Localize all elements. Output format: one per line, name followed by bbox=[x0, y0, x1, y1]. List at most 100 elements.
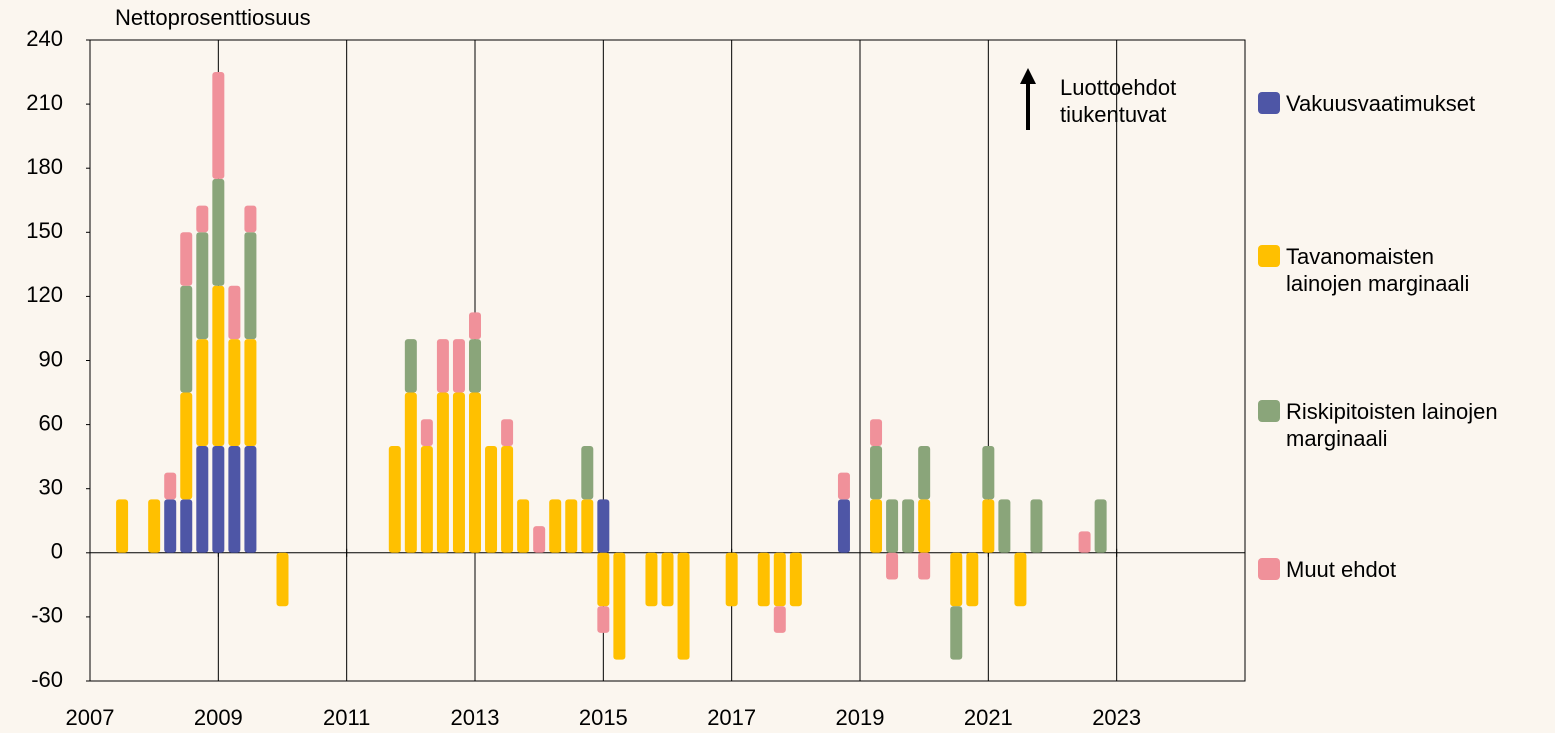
bar-segment bbox=[1014, 552, 1027, 607]
bar-segment bbox=[549, 499, 562, 553]
bar-segment bbox=[196, 232, 209, 340]
bar-segment bbox=[212, 445, 225, 553]
bar-segment bbox=[966, 552, 979, 607]
bar-segment bbox=[501, 445, 514, 553]
bar-segment bbox=[918, 499, 931, 553]
bar-segment bbox=[1078, 531, 1091, 553]
legend-label: Riskipitoisten lainojen marginaali bbox=[1286, 399, 1498, 451]
bar-segment bbox=[420, 445, 433, 553]
x-tick-label: 2017 bbox=[707, 705, 756, 730]
y-tick-label: -30 bbox=[31, 603, 63, 628]
bar-segment bbox=[244, 205, 257, 233]
x-tick-label: 2011 bbox=[323, 705, 370, 730]
bar-segment bbox=[388, 445, 401, 553]
bar-segment bbox=[469, 392, 481, 553]
bar-segment bbox=[212, 285, 225, 446]
y-tick-label: 240 bbox=[26, 26, 63, 51]
bar-segment bbox=[244, 339, 257, 446]
bar-segment bbox=[1094, 499, 1107, 553]
bar-segment bbox=[902, 499, 915, 553]
bar-segment bbox=[613, 552, 626, 660]
bar-segment bbox=[581, 499, 594, 553]
bar-segment bbox=[164, 472, 177, 500]
bar-segment bbox=[886, 552, 899, 580]
bar-segment bbox=[276, 552, 289, 607]
x-tick-label: 2023 bbox=[1092, 705, 1141, 730]
legend-swatch bbox=[1258, 92, 1280, 114]
bar-segment bbox=[228, 445, 241, 553]
bar-segment bbox=[725, 552, 738, 607]
bar-segment bbox=[196, 205, 209, 233]
bar-segment bbox=[597, 552, 610, 607]
legend-item: Muut ehdot bbox=[1258, 556, 1555, 583]
x-tick-label: 2015 bbox=[579, 705, 628, 730]
x-tick-label: 2007 bbox=[66, 705, 115, 730]
bar-segment bbox=[565, 499, 578, 553]
bar-segment bbox=[886, 499, 899, 553]
y-tick-label: 180 bbox=[26, 154, 63, 179]
bar-segment bbox=[982, 499, 995, 553]
bar-segment bbox=[950, 606, 963, 660]
x-tick-label: 2009 bbox=[194, 705, 243, 730]
bar-segment bbox=[870, 445, 883, 500]
bar-segment bbox=[244, 445, 257, 553]
bar-segment bbox=[581, 445, 594, 500]
bar-segment bbox=[244, 232, 257, 340]
y-tick-label: 210 bbox=[26, 90, 63, 115]
bar-segment bbox=[837, 472, 850, 500]
bar-segment bbox=[180, 392, 193, 500]
bar-segment bbox=[469, 312, 481, 340]
bar-segment bbox=[870, 499, 883, 553]
legend-label: Muut ehdot bbox=[1286, 557, 1397, 582]
bar-segment bbox=[789, 552, 802, 607]
bar-segment bbox=[196, 339, 209, 446]
bar-segment bbox=[436, 392, 449, 553]
bar-segment bbox=[597, 606, 610, 633]
y-tick-label: 60 bbox=[39, 410, 63, 435]
bar-segment bbox=[597, 499, 610, 553]
bar-segment bbox=[116, 499, 129, 553]
bar-segment bbox=[164, 499, 177, 553]
y-tick-label: 90 bbox=[39, 346, 63, 371]
bar-segment bbox=[998, 499, 1011, 553]
bar-segment bbox=[452, 339, 465, 393]
bar-segment bbox=[517, 499, 530, 553]
y-tick-label: -60 bbox=[31, 667, 63, 692]
y-tick-label: 30 bbox=[39, 475, 63, 500]
bar-segment bbox=[180, 285, 193, 393]
legend-label: Vakuusvaatimukset bbox=[1286, 91, 1476, 116]
legend-label: Tavanomaisten lainojen marginaali bbox=[1286, 244, 1470, 296]
x-tick-label: 2019 bbox=[836, 705, 885, 730]
bar-segment bbox=[196, 445, 209, 553]
bar-segment bbox=[228, 285, 241, 340]
bar-segment bbox=[469, 339, 481, 393]
y-tick-label: 120 bbox=[26, 282, 63, 307]
x-tick-label: 2013 bbox=[451, 705, 500, 730]
legend-item: Vakuusvaatimukset bbox=[1258, 90, 1555, 117]
bar-segment bbox=[212, 72, 225, 179]
bar-segment bbox=[436, 339, 449, 393]
bar-segment bbox=[677, 552, 690, 660]
bar-segment bbox=[212, 178, 225, 286]
annotation: Luottoehdot tiukentuvat bbox=[1060, 75, 1177, 127]
bar-segment bbox=[837, 499, 850, 553]
bar-segment bbox=[773, 552, 786, 607]
y-axis-label: Nettoprosenttiosuus bbox=[115, 5, 311, 30]
legend-swatch bbox=[1258, 245, 1280, 267]
bar-segment bbox=[420, 419, 433, 446]
legend-item: Riskipitoisten lainojen marginaali bbox=[1258, 398, 1506, 452]
bar-segment bbox=[452, 392, 465, 553]
bar-segment bbox=[501, 419, 514, 446]
legend-swatch bbox=[1258, 400, 1280, 422]
bar-segment bbox=[950, 552, 963, 607]
arrow-head bbox=[1020, 68, 1036, 84]
x-tick-label: 2021 bbox=[964, 705, 1013, 730]
bar-segment bbox=[918, 445, 931, 500]
bar-segment bbox=[404, 339, 417, 393]
bar-segment bbox=[773, 606, 786, 633]
bar-segment bbox=[180, 232, 193, 286]
y-tick-label: 0 bbox=[51, 539, 63, 564]
bar-segment bbox=[982, 445, 995, 500]
bar-segment bbox=[918, 552, 931, 580]
